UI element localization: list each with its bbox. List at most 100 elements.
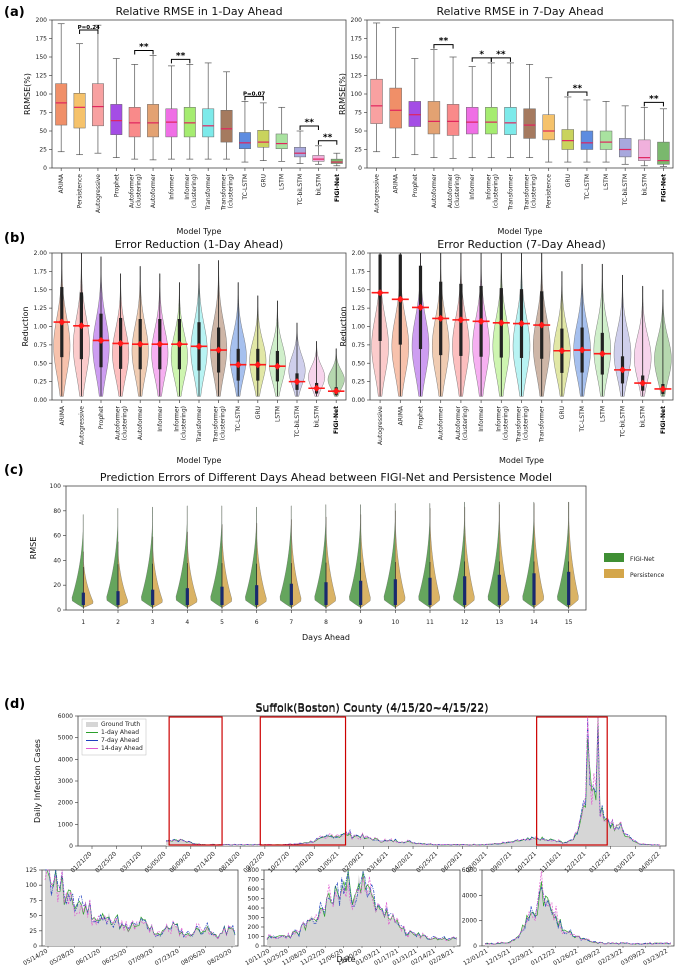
x-tick-label: GRU: [260, 174, 267, 187]
one-day-line: [484, 881, 672, 945]
x-tick-label: ARIMA: [397, 405, 404, 425]
x-tick-label-line: biLSTM: [640, 406, 647, 427]
x-tick-label-line: Autogressive: [377, 406, 384, 445]
significance-label: **: [176, 51, 186, 61]
x-tick-label: 08/06/20: [180, 948, 207, 967]
x-tick-label: Transformer: [205, 173, 212, 211]
y-tick-label: 2.00: [352, 250, 366, 257]
x-tick-label-line: GRU: [255, 406, 262, 419]
x-tick-label: 04/20/21: [390, 850, 414, 874]
mean-marker: [639, 379, 647, 387]
x-tick-label: 01/05/21: [316, 850, 340, 874]
violin-figi-half: [210, 505, 223, 608]
significance-bracket: [134, 50, 154, 55]
x-tick-label: 13: [496, 619, 504, 626]
x-tick-label: ARIMA: [58, 173, 65, 193]
mean-marker: [558, 347, 566, 355]
x-tick-label: 01/21/20: [69, 850, 93, 874]
y-tick-label: 6000: [462, 867, 477, 874]
x-tick-label: GRU: [559, 406, 566, 419]
significance-bracket: [299, 125, 319, 130]
y-tick-label: 200: [351, 17, 363, 24]
x-tick-label: 02/23/22: [597, 948, 624, 967]
x-tick-label: Autoformer(clustering): [129, 173, 143, 208]
mean-marker: [518, 320, 525, 328]
x-tick-label: 2: [116, 619, 120, 626]
x-tick-label: Autogressive: [78, 406, 85, 445]
mean-marker: [497, 319, 505, 327]
x-tick-label: Autoformer(clustering): [115, 405, 129, 440]
x-tick-label: 03/23/22: [642, 948, 669, 967]
y-tick-label: 3000: [58, 778, 73, 785]
x-tick-label: LSTM: [279, 174, 286, 190]
y-axis-label: RRMSE(%): [23, 73, 32, 115]
zoom-lines: [266, 869, 458, 946]
x-tick-label-line: TC-biLSTM: [294, 406, 301, 438]
y-tick-label: 500: [248, 896, 260, 903]
x-tick-label: 07/14/20: [193, 850, 217, 874]
x-tick-label-line: (clustering): [228, 174, 235, 208]
x-tick-label: 05/05/20: [143, 850, 167, 874]
y-tick-label: 1.00: [352, 324, 366, 331]
x-tick-label-line: Informer: [485, 173, 492, 199]
significance-bracket: [79, 29, 99, 34]
y-tick-label: 20: [53, 582, 61, 589]
x-tick-label-line: Autoformer: [438, 405, 445, 440]
box: [294, 147, 307, 158]
x-tick-label: TC-biLSTM: [294, 406, 301, 438]
x-tick-label: 12/01/21: [462, 948, 489, 967]
significance-label: P=0.24: [78, 25, 100, 31]
x-tick-label: Transformer: [507, 173, 514, 211]
x-axis-label: Model Type: [177, 227, 222, 236]
x-tick-label: TC-LSTM: [579, 406, 586, 433]
x-tick-label: 07/09/20: [127, 948, 154, 967]
x-axis-label: Model Type: [177, 456, 222, 465]
significance-label: *: [479, 50, 484, 60]
y-tick-label: 75: [354, 110, 362, 117]
y-tick-label: 125: [351, 73, 363, 80]
y-tick-label: 125: [36, 73, 48, 80]
x-tick-label: Transformer(clustering): [213, 405, 227, 443]
seven-day-line: [484, 886, 672, 945]
x-tick-label: Autoformer: [137, 405, 144, 440]
x-tick-label: Persistence: [546, 174, 553, 209]
x-tick-label: biLSTM: [641, 174, 648, 195]
y-tick-label: 1.25: [34, 305, 48, 312]
seven-day-line: [266, 870, 458, 941]
x-tick-label-line: Prophet: [98, 405, 105, 429]
panel-label-d: (d): [4, 697, 25, 712]
mean-marker: [659, 385, 667, 393]
x-tick-label-line: Autoformer: [137, 405, 144, 440]
x-tick-label-line: (clustering): [462, 406, 469, 440]
x-tick-label: 10/12/21: [514, 850, 538, 874]
box: [370, 78, 383, 124]
x-tick-label: Transformer: [196, 405, 203, 443]
x-tick-label: 12: [461, 619, 469, 626]
y-tick-label: 1.75: [34, 268, 48, 275]
y-tick-label: 1.25: [352, 305, 366, 312]
x-tick-label: GRU: [255, 406, 262, 419]
x-tick-label: 10/27/20: [267, 850, 291, 874]
significance-label: P=0.07: [243, 91, 265, 97]
y-tick-label: 0: [43, 165, 47, 172]
y-tick-label: 2.00: [34, 250, 48, 257]
x-tick-label: Persistence: [77, 174, 84, 209]
violin-iqr: [289, 583, 293, 606]
chart-title: Error Reduction (1-Day Ahead): [115, 238, 284, 251]
mean-marker: [477, 317, 485, 325]
x-tick-label: TC-LSTM: [584, 174, 591, 201]
x-tick-label: Informer: [478, 405, 485, 431]
box: [275, 133, 288, 150]
mean-marker: [619, 366, 626, 374]
chart-title: Suffolk(Boston) County (4/15/20~4/15/22): [255, 701, 488, 714]
x-tick-label: biLSTM: [640, 406, 647, 427]
x-tick-label-line: Autoformer: [115, 405, 122, 440]
mean-marker: [293, 378, 301, 386]
x-tick-label: 11/16/21: [539, 850, 563, 874]
x-tick-label-line: Persistence: [546, 174, 553, 209]
significance-bracket: [433, 44, 454, 49]
x-tick-label: 7: [289, 619, 293, 626]
y-tick-label: 150: [36, 54, 48, 61]
panel-label-c: (c): [4, 463, 24, 478]
x-tick-label-line: FIGI-Net: [660, 406, 667, 434]
